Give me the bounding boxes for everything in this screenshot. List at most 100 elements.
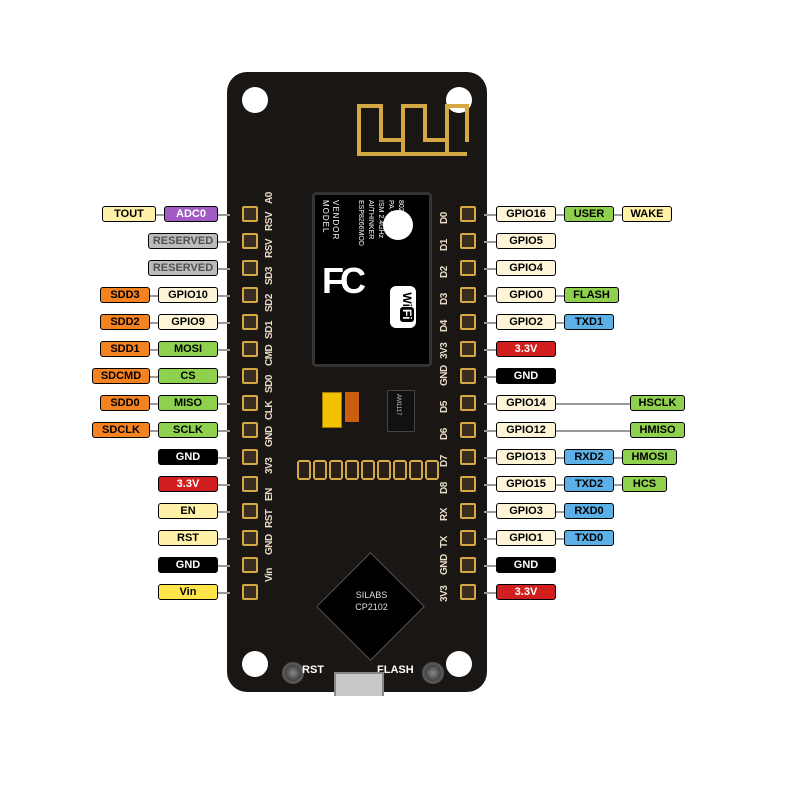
rst-label: RST xyxy=(302,664,324,676)
right-r8-t0: GPIO12 xyxy=(496,422,556,438)
connector xyxy=(150,349,158,351)
cap-yellow xyxy=(322,392,342,428)
silk-right-10: D8 xyxy=(439,474,450,494)
right-r3-t1: FLASH xyxy=(564,287,619,303)
antenna-seg-4 xyxy=(423,104,427,142)
silk-right-1: D1 xyxy=(439,231,450,251)
cp2102-t2: CP2102 xyxy=(344,602,399,612)
connector xyxy=(150,430,158,432)
antenna-seg-6 xyxy=(465,104,469,142)
pin-right-2 xyxy=(460,260,476,276)
connector xyxy=(484,376,496,378)
left-r5-t0: MOSI xyxy=(158,341,218,357)
model-text-0: MODEL xyxy=(321,200,330,233)
cp2102-t1: SILABS xyxy=(344,590,399,600)
connector xyxy=(484,268,496,270)
silk-right-13: GND xyxy=(439,555,450,575)
connector xyxy=(614,457,622,459)
connector xyxy=(556,295,564,297)
connector xyxy=(564,430,630,432)
right-r1-t0: GPIO5 xyxy=(496,233,556,249)
right-r10-t1: TXD2 xyxy=(564,476,614,492)
silk-left-10: 3V3 xyxy=(264,454,275,474)
connector xyxy=(150,295,158,297)
pin-right-7 xyxy=(460,395,476,411)
pin-right-13 xyxy=(460,557,476,573)
mid-pad-0 xyxy=(297,460,311,480)
connector xyxy=(218,538,230,540)
left-r3-t0: GPIO10 xyxy=(158,287,218,303)
right-r7-t0: GPIO14 xyxy=(496,395,556,411)
mid-pad-1 xyxy=(313,460,327,480)
right-r4-t0: GPIO2 xyxy=(496,314,556,330)
silk-right-8: D6 xyxy=(439,420,450,440)
connector xyxy=(484,241,496,243)
antenna-seg-5 xyxy=(445,104,449,156)
silk-left-4: SD2 xyxy=(264,292,275,312)
spec-text-1: AI/THINKER xyxy=(367,200,374,239)
left-r4-t1: SDD2 xyxy=(100,314,150,330)
pin-left-7 xyxy=(242,395,258,411)
pin-right-11 xyxy=(460,503,476,519)
connector xyxy=(614,214,622,216)
right-r2-t0: GPIO4 xyxy=(496,260,556,276)
right-r8-t2: HMISO xyxy=(630,422,685,438)
cap-orange xyxy=(345,392,359,422)
connector xyxy=(556,538,564,540)
silk-right-12: TX xyxy=(439,528,450,548)
connector xyxy=(150,322,158,324)
left-r1-t0: RESERVED xyxy=(148,233,218,249)
pin-left-2 xyxy=(242,260,258,276)
silk-left-9: GND xyxy=(264,427,275,447)
right-r10-t2: HCS xyxy=(622,476,667,492)
connector xyxy=(556,322,564,324)
silk-left-7: SD0 xyxy=(264,373,275,393)
pin-left-11 xyxy=(242,503,258,519)
right-r0-t0: GPIO16 xyxy=(496,206,556,222)
connector xyxy=(218,592,230,594)
rst-button xyxy=(282,662,304,684)
right-r6-t0: GND xyxy=(496,368,556,384)
right-r9-t2: HMOSI xyxy=(622,449,677,465)
left-r10-t0: 3.3V xyxy=(158,476,218,492)
pin-right-3 xyxy=(460,287,476,303)
connector xyxy=(484,565,496,567)
silk-right-6: GND xyxy=(439,366,450,386)
right-r11-t1: RXD0 xyxy=(564,503,614,519)
fcc-mark: FC xyxy=(322,260,362,302)
pin-left-1 xyxy=(242,233,258,249)
pin-left-12 xyxy=(242,530,258,546)
pin-left-0 xyxy=(242,206,258,222)
mid-pad-6 xyxy=(393,460,407,480)
connector xyxy=(218,430,230,432)
antenna-seg-11 xyxy=(445,104,469,108)
connector xyxy=(218,322,230,324)
connector xyxy=(218,214,230,216)
silk-left-11: EN xyxy=(264,481,275,501)
mount-hole-3 xyxy=(446,651,472,677)
pin-left-13 xyxy=(242,557,258,573)
silk-left-12: RST xyxy=(264,508,275,528)
pin-right-8 xyxy=(460,422,476,438)
left-r8-t1: SDCLK xyxy=(92,422,150,438)
mount-hole-2 xyxy=(242,651,268,677)
connector xyxy=(218,376,230,378)
left-r0-t0: ADC0 xyxy=(164,206,218,222)
silk-left-5: SD1 xyxy=(264,319,275,339)
left-r3-t1: SDD3 xyxy=(100,287,150,303)
pin-left-3 xyxy=(242,287,258,303)
right-r10-t0: GPIO15 xyxy=(496,476,556,492)
connector xyxy=(150,376,158,378)
silk-right-9: D7 xyxy=(439,447,450,467)
right-r0-t1: USER xyxy=(564,206,614,222)
usb-port xyxy=(334,672,384,696)
connector xyxy=(614,484,622,486)
connector xyxy=(218,511,230,513)
connector xyxy=(556,484,564,486)
pin-right-4 xyxy=(460,314,476,330)
pin-left-8 xyxy=(242,422,258,438)
antenna-seg-8 xyxy=(379,138,405,142)
antenna-seg-0 xyxy=(357,152,467,156)
connector xyxy=(218,565,230,567)
left-r13-t0: GND xyxy=(158,557,218,573)
